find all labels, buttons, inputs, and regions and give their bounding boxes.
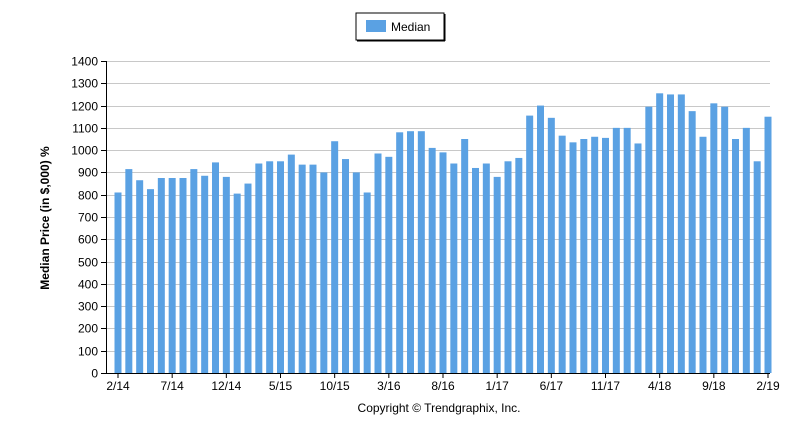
bar — [201, 175, 209, 373]
bar — [363, 192, 371, 373]
bar — [688, 111, 696, 373]
y-tick-label: 700 — [78, 211, 98, 225]
bar — [320, 172, 328, 373]
x-tick-label: 3/16 — [377, 379, 401, 393]
y-tick-label: 1200 — [71, 100, 98, 114]
bar — [526, 115, 534, 373]
bar — [342, 159, 349, 373]
bar — [656, 93, 664, 373]
bar — [482, 163, 490, 373]
bar — [450, 163, 458, 373]
bar — [277, 161, 284, 373]
bar — [710, 103, 718, 373]
bar — [515, 157, 523, 373]
bar — [742, 127, 750, 373]
bar — [114, 192, 122, 373]
y-tick-label: 0 — [91, 367, 98, 381]
bar — [298, 164, 306, 373]
bar — [374, 153, 382, 373]
bar — [764, 116, 772, 374]
bar — [309, 164, 317, 373]
bar — [331, 141, 339, 373]
bar — [385, 156, 393, 373]
x-tick-label: 2/19 — [756, 379, 780, 393]
bar — [212, 162, 219, 373]
legend-swatch — [366, 20, 386, 32]
y-axis-title: Median Price (in $,000) % — [38, 146, 52, 290]
x-tick-label: 7/14 — [160, 379, 184, 393]
legend-label: Median — [391, 20, 430, 34]
bar — [428, 147, 436, 373]
legend: Median — [355, 12, 446, 42]
y-tick-label: 1100 — [72, 122, 98, 136]
bar — [136, 180, 144, 373]
bar — [580, 139, 588, 373]
bar — [352, 172, 360, 373]
x-tick-label: 12/14 — [211, 379, 241, 393]
bar — [190, 169, 198, 373]
bar — [623, 127, 631, 373]
bar — [667, 94, 674, 374]
bar — [699, 136, 707, 373]
bar — [125, 169, 133, 373]
y-tick-label: 1000 — [71, 144, 98, 158]
x-tick-label: 5/15 — [269, 379, 293, 393]
bar — [493, 176, 501, 373]
bar — [537, 105, 544, 373]
y-tick-label: 1300 — [71, 77, 98, 91]
x-tick-label: 2/14 — [106, 379, 130, 393]
bar — [168, 178, 176, 373]
x-tick-label: 1/17 — [485, 379, 509, 393]
bar — [721, 106, 729, 373]
bar — [222, 176, 230, 373]
bar — [244, 183, 252, 373]
y-tick-label: 200 — [78, 322, 98, 336]
bar — [602, 137, 609, 373]
y-tick-label: 900 — [78, 166, 98, 180]
bar — [147, 189, 154, 373]
y-tick-label: 600 — [78, 233, 98, 247]
x-tick-labels: 2/14 7/14 12/14 5/15 10/15 3/16 8/16 1/17 6/17 11… — [106, 373, 780, 393]
x-tick-label: 9/18 — [702, 379, 726, 393]
bars — [114, 93, 772, 374]
bar — [753, 161, 761, 373]
y-tick-label: 400 — [78, 278, 98, 292]
y-tick-label: 100 — [78, 345, 98, 359]
bar — [157, 178, 165, 373]
bar — [645, 106, 653, 373]
bar — [407, 131, 414, 373]
bar — [634, 143, 642, 373]
bar — [287, 154, 295, 373]
bar — [417, 131, 425, 373]
bar — [558, 135, 566, 373]
bar — [612, 127, 620, 373]
y-tick-label: 300 — [78, 300, 98, 314]
bar — [547, 117, 555, 373]
bar — [266, 161, 274, 373]
bar — [233, 193, 241, 373]
bar — [569, 142, 577, 373]
y-tick-label: 500 — [78, 256, 98, 270]
bar — [255, 163, 263, 373]
bar — [396, 132, 404, 373]
bar — [179, 178, 187, 373]
bar — [504, 161, 512, 373]
bar — [461, 139, 469, 373]
bar — [472, 167, 479, 373]
y-tick-label: 800 — [78, 189, 98, 203]
bar — [439, 152, 447, 373]
x-tick-label: 11/17 — [591, 379, 620, 393]
x-tick-label: 8/16 — [431, 379, 455, 393]
bar — [591, 136, 599, 373]
y-tick-label: 1400 — [71, 55, 98, 69]
x-tick-label: 6/17 — [540, 379, 564, 393]
y-tick-labels: 0 100 200 300 400 500 600 700 800 900 1000 1100 1200… — [71, 55, 106, 381]
copyright-caption: Copyright © Trendgraphix, Inc. — [358, 401, 521, 415]
bar — [677, 94, 685, 374]
bar — [732, 139, 739, 373]
x-tick-label: 10/15 — [320, 379, 350, 393]
x-tick-label: 4/18 — [648, 379, 672, 393]
